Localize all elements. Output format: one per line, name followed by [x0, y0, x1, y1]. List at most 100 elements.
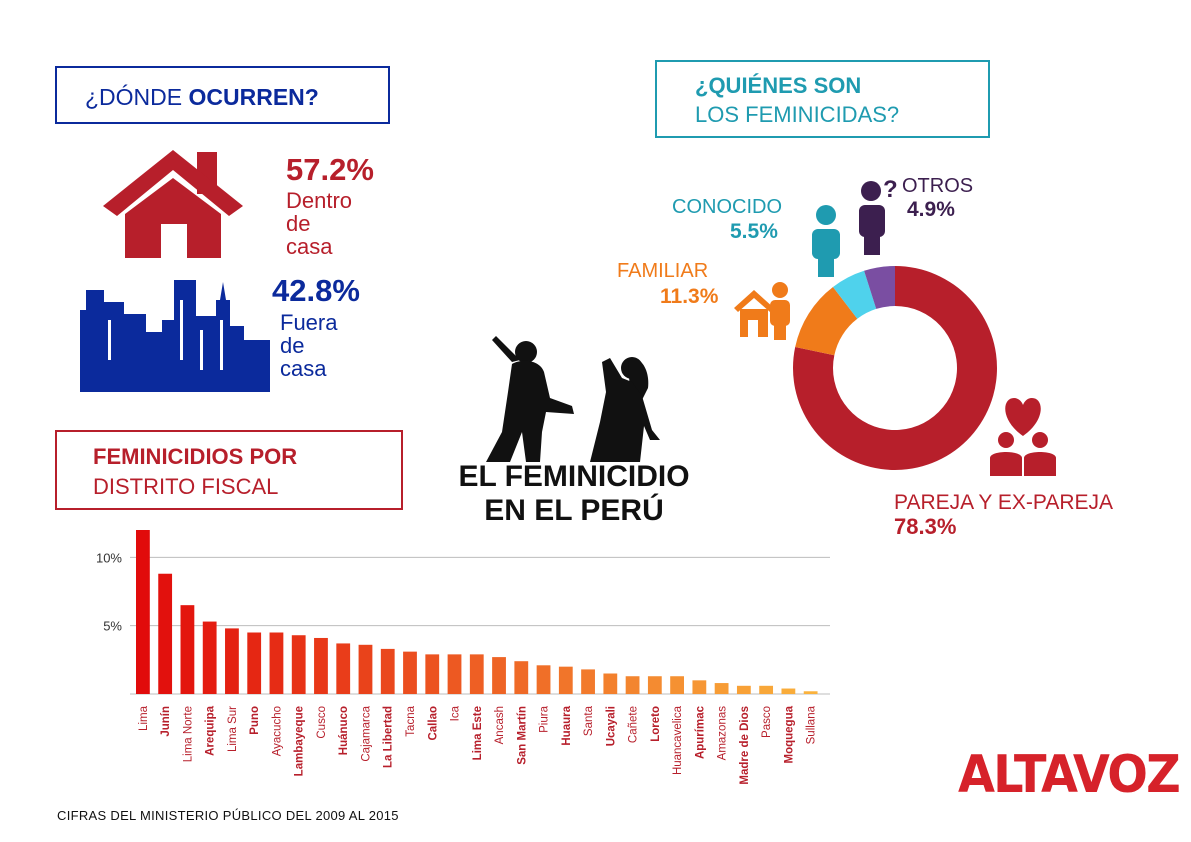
bar-huánuco — [336, 643, 351, 694]
bar-apurímac — [692, 680, 707, 694]
bar-ica — [447, 654, 462, 694]
bar-huancavelica — [670, 676, 684, 694]
y-tick-label: 10% — [96, 550, 122, 565]
altavoz-logo: ALTAVOZ — [958, 745, 1181, 805]
x-tick-label: Junín — [160, 706, 172, 737]
x-tick-label: Apurímac — [694, 705, 706, 759]
center-title-line2: EN EL PERÚ — [484, 494, 664, 527]
where-title-box: ¿DÓNDE OCURREN? — [55, 66, 390, 124]
label-conocido: CONOCIDO — [672, 196, 782, 218]
x-tick-label: Lambayeque — [294, 706, 306, 776]
bar-madre-de-dios — [736, 685, 751, 694]
donut-slice-pareja — [793, 266, 997, 470]
city-skyline-icon — [80, 280, 270, 392]
x-tick-label: Huancavelica — [672, 705, 684, 775]
x-tick-label: Ucayali — [605, 706, 617, 746]
x-tick-label: Lima Este — [472, 706, 484, 760]
x-tick-label: La Libertad — [383, 706, 395, 768]
bar-lambayeque — [291, 635, 306, 694]
outside-label-1: Fuera — [280, 310, 338, 335]
who-title-line1: ¿QUIÉNES SON — [695, 73, 862, 98]
x-tick-label: Puno — [249, 706, 261, 735]
bar-arequipa — [202, 621, 217, 694]
bar-ucayali — [603, 673, 618, 694]
value-pareja: 78.3% — [894, 514, 957, 539]
donut-slice-otros — [864, 266, 895, 309]
couple-heart-icon — [990, 398, 1056, 476]
bar-sullana — [803, 691, 818, 694]
bar-pasco — [759, 685, 774, 694]
x-tick-label: Callao — [427, 706, 439, 741]
house-icon — [103, 150, 243, 258]
where-title-bold: OCURREN? — [188, 84, 319, 110]
value-conocido: 5.5% — [730, 220, 778, 243]
value-otros: 4.9% — [907, 198, 955, 221]
x-tick-label: Lima Norte — [182, 706, 194, 762]
outside-percent: 42.8% — [272, 273, 360, 308]
who-title-line2: LOS FEMINICIDAS? — [695, 102, 900, 127]
value-familiar: 11.3% — [660, 285, 719, 308]
x-tick-label: Lima — [138, 705, 150, 731]
x-tick-label: Huánuco — [338, 706, 350, 755]
bar-huaura — [558, 666, 573, 694]
x-tick-label: San Martín — [516, 706, 528, 765]
x-tick-label: Huaura — [561, 705, 573, 745]
bar-callao — [425, 654, 440, 694]
x-tick-label: Ayacucho — [271, 706, 283, 756]
bar-cañete — [625, 676, 640, 694]
who-title-box: ¿QUIÉNES SON LOS FEMINICIDAS? — [655, 60, 990, 138]
bar-lima-este — [469, 654, 484, 694]
x-tick-label: Sullana — [806, 705, 818, 744]
bar-cusco — [314, 637, 328, 694]
where-title: ¿DÓNDE OCURREN? — [85, 84, 319, 111]
bar-moquegua — [781, 688, 796, 694]
bar-amazonas — [714, 683, 729, 694]
district-title-box: FEMINICIDIOS POR DISTRITO FISCAL — [55, 430, 403, 510]
bar-lima-norte — [180, 605, 195, 694]
svg-text:?: ? — [883, 176, 898, 203]
inside-percent: 57.2% — [286, 152, 374, 187]
center-title-line1: EL FEMINICIDIO — [458, 460, 690, 493]
person-icon-otros: ? — [859, 176, 898, 255]
x-tick-label: Arequipa — [205, 705, 217, 755]
bar-la-libertad — [380, 648, 395, 694]
bar-junín — [158, 573, 173, 694]
bar-tacna — [403, 651, 417, 694]
x-tick-label: Amazonas — [717, 706, 729, 761]
family-house-icon — [734, 282, 790, 340]
district-title-line1: FEMINICIDIOS POR — [93, 444, 298, 469]
donut-slice-conocido — [832, 270, 877, 319]
label-otros: OTROS — [902, 175, 974, 197]
violence-silhouette-illustration — [486, 336, 660, 462]
x-tick-label: Moquegua — [783, 705, 795, 763]
bar-lima-sur — [225, 628, 239, 694]
x-tick-label: Madre de Dios — [739, 706, 751, 785]
bar-santa — [581, 669, 595, 694]
bar-lima — [136, 530, 150, 694]
inside-label-1: Dentro — [286, 188, 353, 213]
label-pareja: PAREJA Y EX-PAREJA — [894, 491, 1114, 514]
x-tick-label: Lima Sur — [227, 706, 239, 752]
perpetrator-donut-chart — [793, 266, 997, 470]
outside-label-2: de — [280, 333, 305, 358]
x-tick-label: Cañete — [628, 706, 640, 743]
where-title-prefix: ¿DÓNDE — [85, 84, 189, 110]
bar-cajamarca — [358, 644, 373, 694]
x-tick-label: Cajamarca — [360, 705, 372, 761]
bar-ancash — [492, 657, 506, 694]
donut-slice-familiar — [795, 287, 858, 356]
source-note: CIFRAS DEL MINISTERIO PÚBLICO DEL 2009 A… — [57, 808, 399, 823]
x-tick-label: Cusco — [316, 706, 328, 739]
inside-label-3: casa — [286, 234, 333, 259]
district-bar-chart: 5% 10% Lima Junín Lima Norte Arequipa Lima Sur… — [96, 530, 830, 785]
bar-piura — [536, 665, 551, 694]
x-tick-label: Pasco — [761, 706, 773, 738]
inside-label-2: de — [286, 211, 311, 236]
x-tick-label: Loreto — [650, 706, 662, 742]
bar-san-martín — [514, 661, 529, 694]
bar-ayacucho — [269, 632, 284, 694]
x-tick-label: Ancash — [494, 706, 506, 744]
label-familiar: FAMILIAR — [617, 260, 709, 282]
x-tick-label: Ica — [450, 705, 462, 721]
outside-label-3: casa — [280, 356, 327, 381]
